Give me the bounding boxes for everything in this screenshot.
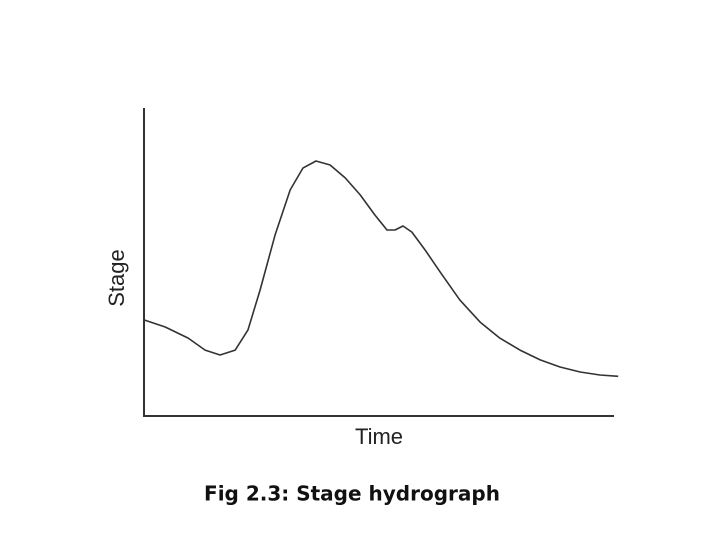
x-axis-label: Time xyxy=(355,424,403,449)
chart-title: Fig 2.3: Stage hydrograph xyxy=(204,482,500,506)
y-axis-label: Stage xyxy=(104,249,129,307)
data-line xyxy=(143,160,619,378)
